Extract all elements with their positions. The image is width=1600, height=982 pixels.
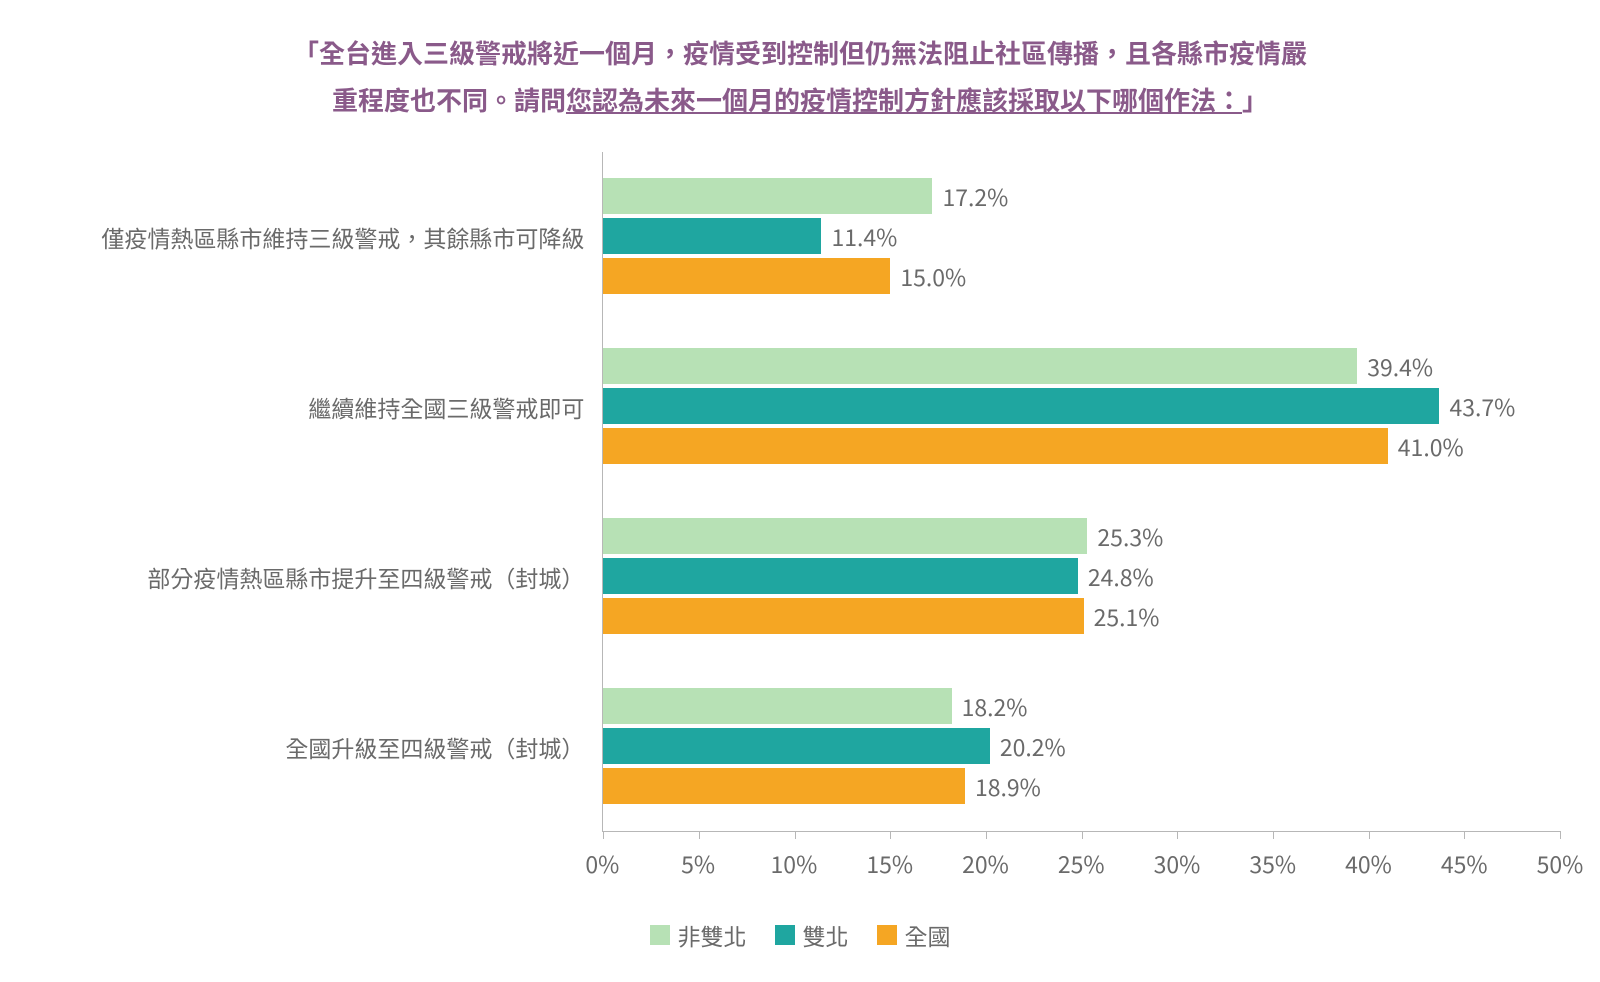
legend-item: 全國 (877, 918, 951, 952)
bar-row: 24.8% (603, 558, 1560, 594)
bar-value-label: 18.9% (975, 769, 1041, 803)
bar-row: 15.0% (603, 258, 1560, 294)
legend-label: 非雙北 (678, 918, 747, 952)
bar-value-label: 20.2% (1000, 729, 1066, 763)
bar-value-label: 24.8% (1088, 559, 1154, 593)
title-line-2-pre: 重程度也不同。請問 (332, 81, 566, 118)
bar-row: 20.2% (603, 728, 1560, 764)
bar-value-label: 25.3% (1097, 519, 1163, 553)
legend-label: 雙北 (803, 918, 849, 952)
bar-value-label: 18.2% (962, 689, 1028, 723)
x-tick-label: 25% (1058, 846, 1105, 880)
legend-swatch (775, 925, 795, 945)
bar-group: 17.2% 11.4%15.0% (603, 152, 1560, 322)
x-tick-label: 50% (1537, 846, 1584, 880)
bar (603, 428, 1387, 464)
legend-swatch (650, 925, 670, 945)
legend-swatch (877, 925, 897, 945)
survey-bar-chart: 「全台進入三級警戒將近一個月，疫情受到控制但仍無法阻止社區傳播，且各縣市疫情嚴 … (40, 30, 1560, 952)
bar (603, 258, 890, 294)
x-tick-label: 35% (1249, 846, 1296, 880)
bar-value-label: 41.0% (1398, 429, 1464, 463)
x-tick-label: 10% (771, 846, 818, 880)
bar (603, 768, 965, 804)
legend-label: 全國 (905, 918, 951, 952)
legend-item: 非雙北 (650, 918, 747, 952)
bar-group: 25.3% 24.8% 25.1% (603, 491, 1560, 661)
bar-row: 25.1% (603, 598, 1560, 634)
bar-group: 18.2% 20.2% 18.9% (603, 661, 1560, 831)
x-axis: 0%5%10%15%20%25%30%35%40%45%50% (602, 832, 1560, 876)
bar-row: 39.4% (603, 348, 1560, 384)
chart-title: 「全台進入三級警戒將近一個月，疫情受到控制但仍無法阻止社區傳播，且各縣市疫情嚴 … (40, 30, 1560, 124)
y-axis-label: 僅疫情熱區縣市維持三級警戒，其餘縣市可降級 (40, 152, 602, 322)
x-tick-label: 30% (1154, 846, 1201, 880)
bar-groups: 17.2% 11.4%15.0% 39.4% 43.7% 41.0% 25.3% 24.8%… (603, 152, 1560, 831)
bar-value-label: 15.0% (900, 259, 966, 293)
bar (603, 598, 1083, 634)
x-axis-ticks: 0%5%10%15%20%25%30%35%40%45%50% (602, 846, 1560, 876)
y-axis-label: 繼續維持全國三級警戒即可 (40, 322, 602, 492)
bar-row: 41.0% (603, 428, 1560, 464)
bar (603, 558, 1077, 594)
y-axis-label: 全國升級至四級警戒（封城） (40, 662, 602, 832)
bar (603, 518, 1087, 554)
x-tick-label: 0% (585, 846, 619, 880)
bar (603, 348, 1357, 384)
bars-area: 17.2% 11.4%15.0% 39.4% 43.7% 41.0% 25.3% 24.8%… (602, 152, 1560, 832)
x-tick-label: 5% (681, 846, 715, 880)
bar (603, 728, 989, 764)
legend: 非雙北 雙北 全國 (40, 918, 1560, 952)
bar (603, 688, 951, 724)
title-line-1: 「全台進入三級警戒將近一個月，疫情受到控制但仍無法阻止社區傳播，且各縣市疫情嚴 (293, 34, 1307, 71)
bar-row: 18.9% (603, 768, 1560, 804)
bar-value-label: 25.1% (1094, 599, 1160, 633)
bar-row: 18.2% (603, 688, 1560, 724)
x-tick-label: 45% (1441, 846, 1488, 880)
bar (603, 178, 932, 214)
x-tick-label: 15% (866, 846, 913, 880)
bar-row: 25.3% (603, 518, 1560, 554)
bar-group: 39.4% 43.7% 41.0% (603, 321, 1560, 491)
x-tick-label: 40% (1345, 846, 1392, 880)
bar-value-label: 17.2% (942, 179, 1008, 213)
bar (603, 388, 1439, 424)
bar (603, 218, 821, 254)
title-line-2-post: 」 (1242, 81, 1268, 118)
bar-value-label: 43.7% (1449, 389, 1515, 423)
bar-row: 11.4% (603, 218, 1560, 254)
legend-item: 雙北 (775, 918, 849, 952)
bar-row: 17.2% (603, 178, 1560, 214)
plot-area: 僅疫情熱區縣市維持三級警戒，其餘縣市可降級繼續維持全國三級警戒即可部分疫情熱區縣… (40, 152, 1560, 832)
title-line-2-underline: 您認為未來一個月的疫情控制方針應該採取以下哪個作法： (566, 81, 1242, 118)
bar-value-label: 11.4% (831, 219, 897, 253)
y-axis-labels: 僅疫情熱區縣市維持三級警戒，其餘縣市可降級繼續維持全國三級警戒即可部分疫情熱區縣… (40, 152, 602, 832)
bar-row: 43.7% (603, 388, 1560, 424)
y-axis-label: 部分疫情熱區縣市提升至四級警戒（封城） (40, 492, 602, 662)
x-tick-label: 20% (962, 846, 1009, 880)
bar-value-label: 39.4% (1367, 349, 1433, 383)
